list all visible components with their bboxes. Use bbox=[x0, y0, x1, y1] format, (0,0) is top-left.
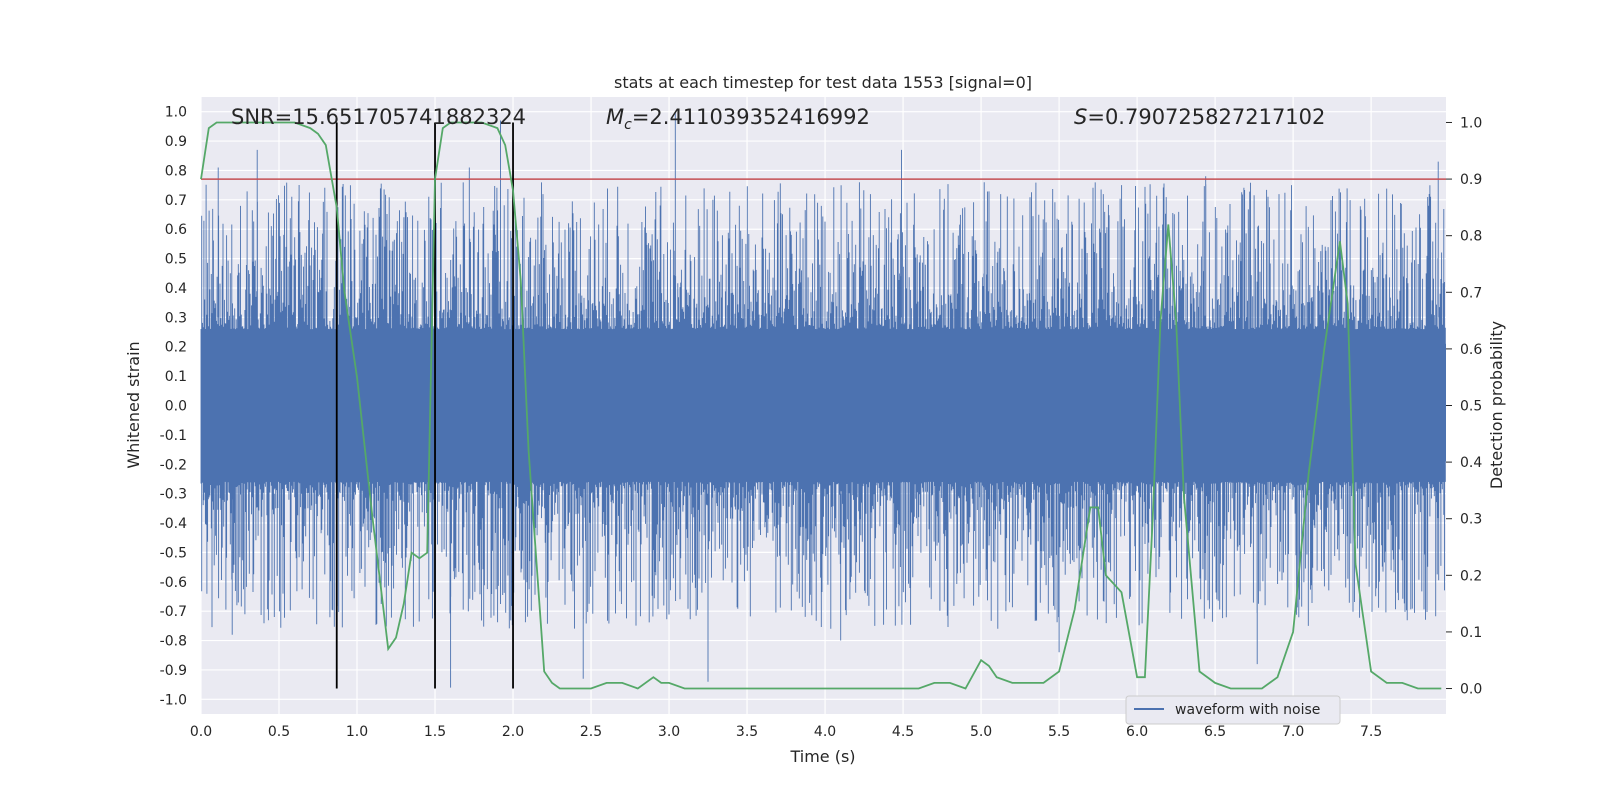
y-tick-label-right: 0.5 bbox=[1460, 399, 1482, 415]
y-tick-label-right: 0.7 bbox=[1460, 285, 1482, 301]
x-tick-label: 7.5 bbox=[1360, 724, 1382, 740]
y-tick-label-right: 0.8 bbox=[1460, 229, 1482, 245]
x-tick-label: 1.0 bbox=[346, 724, 368, 740]
legend-label: waveform with noise bbox=[1175, 702, 1320, 718]
x-tick-label: 1.5 bbox=[424, 724, 446, 740]
chirp-mass-subscript: c bbox=[624, 117, 632, 133]
y-tick-label-right: 0.4 bbox=[1460, 455, 1482, 471]
x-tick-label: 2.0 bbox=[502, 724, 524, 740]
legend: waveform with noise bbox=[1125, 695, 1341, 725]
legend-box bbox=[1125, 695, 1341, 725]
y-tick-label-left: -0.3 bbox=[160, 487, 187, 503]
chirp-mass-symbol: M bbox=[606, 105, 624, 129]
probability-curve bbox=[200, 121, 1442, 690]
y-tick-label-right: 0.0 bbox=[1460, 682, 1482, 698]
s-value: =0.790725827217102 bbox=[1087, 105, 1325, 129]
y-tick-label-left: 0.2 bbox=[165, 340, 187, 356]
s-symbol: S bbox=[1074, 105, 1087, 129]
y-tick-label-left: 0.9 bbox=[165, 134, 187, 150]
x-tick-label: 2.5 bbox=[580, 724, 602, 740]
x-tick-label: 3.0 bbox=[658, 724, 680, 740]
y-tick-label-left: 0.7 bbox=[165, 193, 187, 209]
y-tick-label-left: 0.5 bbox=[165, 252, 187, 268]
y-tick-label-left: -0.2 bbox=[160, 457, 187, 473]
y-tick-label-left: -0.7 bbox=[160, 604, 187, 620]
y-tick-label-left: -0.4 bbox=[160, 516, 187, 532]
x-tick-label: 6.0 bbox=[1126, 724, 1148, 740]
y-tick-label-right: 0.2 bbox=[1460, 568, 1482, 584]
chirp-mass-annotation: Mc=2.411039352416992 bbox=[606, 105, 870, 133]
y-tick-label-right: 1.0 bbox=[1460, 115, 1482, 131]
overlays bbox=[200, 121, 1446, 690]
x-tick-label: 0.0 bbox=[190, 724, 212, 740]
waveform-trace bbox=[200, 111, 1446, 688]
y-axis-label-left: Whitened strain bbox=[124, 341, 143, 468]
y-tick-label-right: 0.9 bbox=[1460, 172, 1482, 188]
x-tick-label: 5.5 bbox=[1048, 724, 1070, 740]
x-tick-label: 5.0 bbox=[970, 724, 992, 740]
s-annotation: S=0.790725827217102 bbox=[1074, 105, 1325, 129]
y-tick-label-right: 0.1 bbox=[1460, 625, 1482, 641]
x-tick-label: 4.5 bbox=[892, 724, 914, 740]
y-tick-label-left: 0.0 bbox=[165, 399, 187, 415]
y-tick-label-left: -0.9 bbox=[160, 663, 187, 679]
waveform-series bbox=[200, 111, 1446, 688]
y-tick-label-left: -0.8 bbox=[160, 634, 187, 650]
x-tick-label: 6.5 bbox=[1204, 724, 1226, 740]
y-tick-label-right: 0.3 bbox=[1460, 512, 1482, 528]
y-tick-label-left: -0.5 bbox=[160, 545, 187, 561]
snr-annotation: SNR=15.651705741882324 bbox=[231, 105, 526, 129]
x-tick-label: 4.0 bbox=[814, 724, 836, 740]
y-tick-label-left: 1.0 bbox=[165, 105, 187, 121]
y-tick-label-left: 0.1 bbox=[165, 369, 187, 385]
x-tick-label: 0.5 bbox=[268, 724, 290, 740]
y-tick-label-left: 0.6 bbox=[165, 222, 187, 238]
x-tick-label: 3.5 bbox=[736, 724, 758, 740]
y-tick-label-left: -0.6 bbox=[160, 575, 187, 591]
x-tick-label: 7.0 bbox=[1282, 724, 1304, 740]
y-tick-label-left: -1.0 bbox=[160, 692, 187, 708]
y-axis-label-right: Detection probability bbox=[1487, 321, 1506, 489]
y-tick-label-left: 0.3 bbox=[165, 310, 187, 326]
y-tick-label-left: -0.1 bbox=[160, 428, 187, 444]
axis-ticks: 0.0 0.5 1.0 1.5 2.0 2.5 3.0 3.5 4.0 4.5 5.0 5.5 6.0 6… bbox=[160, 105, 1483, 740]
chart-title: stats at each timestep for test data 155… bbox=[614, 73, 1032, 92]
y-tick-label-left: 0.8 bbox=[165, 163, 187, 179]
chirp-mass-value: =2.411039352416992 bbox=[632, 105, 870, 129]
y-tick-label-right: 0.6 bbox=[1460, 342, 1482, 358]
y-tick-label-left: 0.4 bbox=[165, 281, 187, 297]
x-axis-label: Time (s) bbox=[789, 747, 855, 766]
